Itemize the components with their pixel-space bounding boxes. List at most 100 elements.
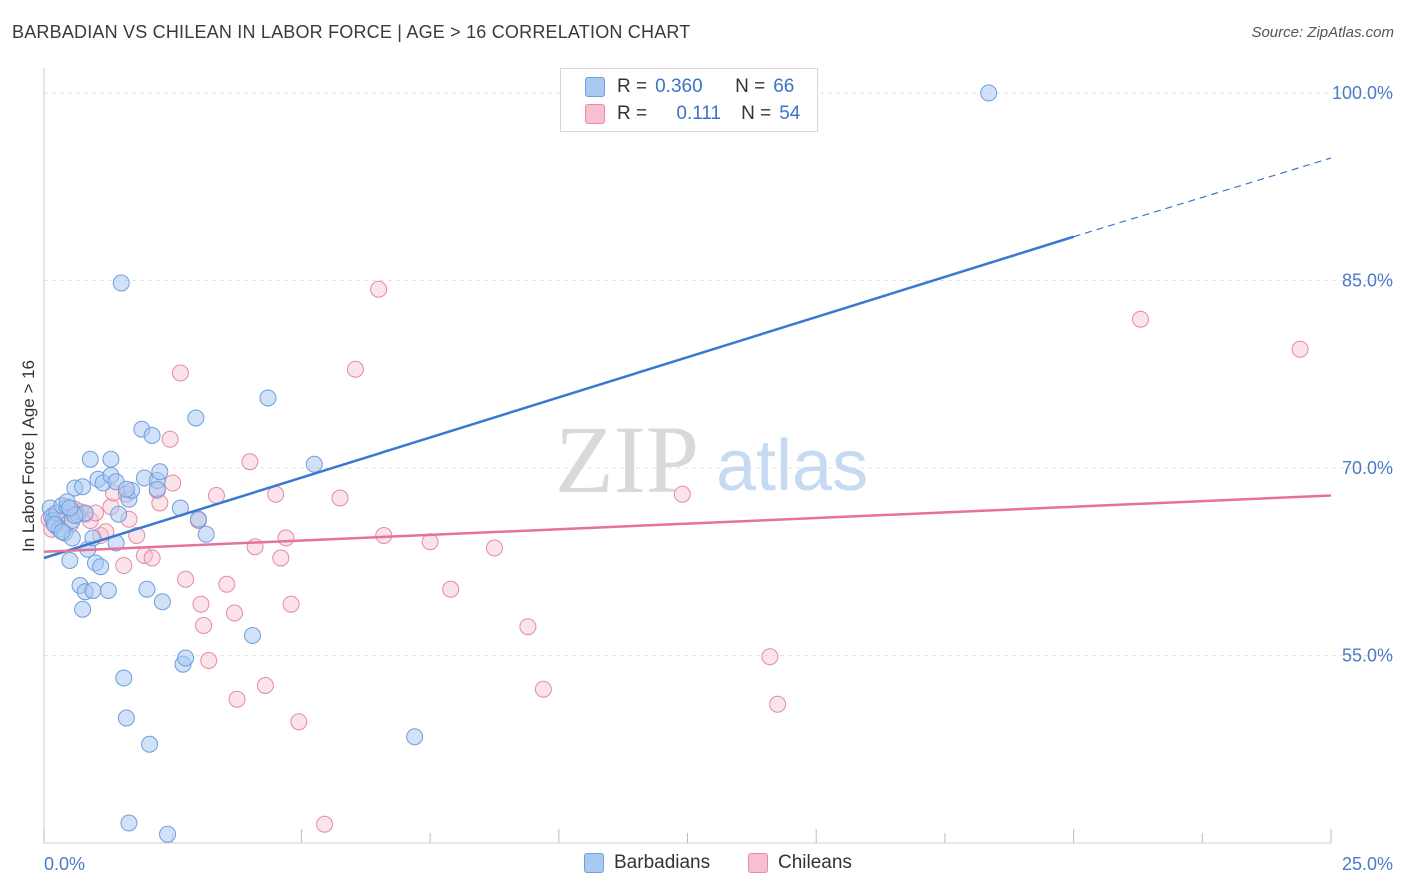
chilean-point <box>485 539 503 557</box>
chilean-point <box>192 595 210 613</box>
chilean-point <box>272 549 290 567</box>
barbadian-point <box>187 409 205 427</box>
legend-r-value-barbadians: 0.360 <box>655 76 703 97</box>
chilean-point <box>769 695 787 713</box>
legend-row-chileans: R = 0.111 N = 54 <box>585 102 800 126</box>
chilean-point <box>256 677 274 694</box>
chilean-point <box>241 453 259 471</box>
barbadian-point <box>305 455 323 473</box>
chilean-point <box>290 713 308 731</box>
chilean-point <box>1291 340 1309 358</box>
chilean-point <box>171 364 189 382</box>
y-axis-label: In Labor Force | Age > 16 <box>19 360 38 552</box>
barbadian-point <box>99 582 117 599</box>
barbadian-point <box>143 427 161 444</box>
barbadian-point <box>92 558 110 576</box>
chilean-point <box>331 489 349 507</box>
grid-lines <box>44 92 1391 656</box>
barbadians-trend-line <box>43 235 1074 560</box>
chilean-point <box>164 474 182 492</box>
barbadian-point <box>112 274 130 292</box>
barbadian-point <box>177 649 195 667</box>
legend-item-chileans: Chileans <box>748 852 852 874</box>
chilean-point <box>228 690 246 708</box>
barbadian-point <box>259 389 277 407</box>
chilean-point <box>218 575 236 593</box>
x-tick-label-max: 25.0% <box>1342 854 1393 874</box>
y-tick-label: 70.0% <box>1342 458 1393 478</box>
stats-legend: R = 0.360 N = 66 R = 0.111 N = 54 <box>560 68 818 132</box>
chilean-point <box>519 618 537 636</box>
chilean-point <box>115 557 133 574</box>
chilean-point <box>761 648 779 666</box>
chilean-point <box>200 652 218 669</box>
legend-r-label: R = <box>617 76 648 97</box>
y-tick-label: 85.0% <box>1342 271 1393 291</box>
legend-r-value-chileans: 0.111 <box>676 103 722 124</box>
series-chileans-points <box>40 280 1309 833</box>
y-tick-label: 100.0% <box>1332 83 1393 103</box>
chilean-point <box>151 494 169 512</box>
chilean-point <box>225 604 243 622</box>
y-tick-label: 55.0% <box>1342 646 1393 666</box>
barbadian-point <box>117 480 135 498</box>
watermark-atlas: atlas <box>716 426 868 506</box>
barbadian-point <box>61 552 79 569</box>
barbadian-point <box>84 582 102 599</box>
legend-swatch-barbadians <box>584 853 604 873</box>
series-barbadians-points <box>41 84 998 843</box>
chart-source: Source: ZipAtlas.com <box>1251 24 1394 41</box>
watermark: ZIP atlas <box>555 406 868 513</box>
barbadian-point <box>102 450 120 468</box>
chart-title: BARBADIAN VS CHILEAN IN LABOR FORCE | AG… <box>12 22 691 42</box>
chilean-point <box>442 580 460 598</box>
barbadian-point <box>151 463 169 481</box>
barbadian-point <box>117 709 135 727</box>
legend-label-chileans: Chileans <box>778 852 852 873</box>
barbadian-point <box>138 580 156 598</box>
barbadian-point <box>197 525 215 543</box>
chilean-point <box>207 487 225 504</box>
legend-swatch-chileans <box>748 853 768 873</box>
chilean-point <box>195 617 213 634</box>
barbadian-point <box>148 480 166 498</box>
watermark-zip: ZIP <box>555 406 699 513</box>
chilean-point <box>282 595 300 613</box>
barbadian-point <box>189 510 207 528</box>
barbadian-point <box>74 600 92 618</box>
barbadian-point <box>74 478 92 496</box>
barbadian-point <box>53 523 71 541</box>
legend-row-barbadians: R = 0.360 N = 66 <box>585 75 794 99</box>
chilean-point <box>177 570 195 588</box>
barbadian-point <box>120 814 138 832</box>
chilean-point <box>673 485 691 503</box>
barbadian-point <box>243 627 261 644</box>
legend-n-label: N = <box>741 103 772 124</box>
legend-swatch-barbadians <box>585 77 605 97</box>
legend-item-barbadians: Barbadians <box>584 852 710 874</box>
chilean-point <box>534 680 552 698</box>
tick-labels: 55.0% 70.0% 85.0% 100.0% 0.0% 25.0% <box>44 83 1393 874</box>
chilean-point <box>316 815 334 833</box>
barbadian-point <box>406 728 424 746</box>
legend-swatch-chileans <box>585 104 605 124</box>
trend-lines <box>43 157 1332 560</box>
chilean-point <box>161 430 179 448</box>
chilean-point <box>143 549 161 567</box>
barbadian-point <box>980 84 998 102</box>
legend-n-label: N = <box>735 76 766 97</box>
barbadian-point <box>159 825 177 843</box>
barbadian-point <box>81 450 99 468</box>
legend-n-value-chileans: 54 <box>779 103 801 124</box>
chilean-point <box>346 360 364 378</box>
barbadians-trend-extension <box>1073 157 1332 238</box>
chileans-trend-line <box>43 494 1332 553</box>
chilean-point <box>1132 310 1150 328</box>
barbadian-point <box>61 499 79 517</box>
chilean-point <box>370 280 388 298</box>
chilean-point <box>277 529 295 547</box>
barbadian-point <box>110 505 128 523</box>
barbadian-point <box>141 735 159 753</box>
series-legend: Barbadians Chileans <box>0 852 1406 876</box>
